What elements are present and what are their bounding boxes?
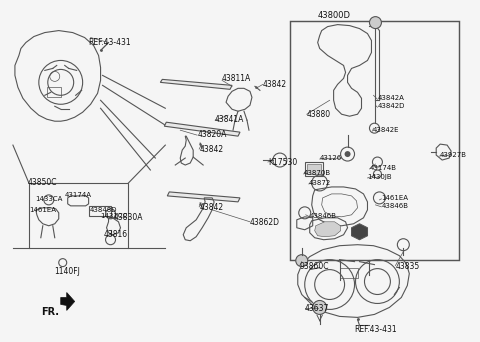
Text: 43842: 43842	[199, 145, 223, 154]
Text: 43842: 43842	[263, 80, 287, 89]
Bar	[29, 183, 129, 248]
Text: 43850C: 43850C	[28, 178, 58, 187]
Text: 43848D: 43848D	[90, 207, 117, 213]
Text: 43880: 43880	[307, 110, 331, 119]
Text: 43870B: 43870B	[304, 170, 331, 176]
Text: 1431CC: 1431CC	[101, 213, 128, 219]
Text: 43816: 43816	[104, 230, 128, 239]
Text: 43820A: 43820A	[197, 130, 227, 139]
Bar	[307, 164, 321, 174]
Text: 43862D: 43862D	[250, 218, 280, 227]
Circle shape	[312, 301, 327, 314]
Text: REF.43-431: REF.43-431	[89, 38, 131, 47]
Circle shape	[345, 151, 350, 157]
Text: 43842A: 43842A	[377, 95, 404, 101]
Text: 43841A: 43841A	[215, 115, 244, 124]
Circle shape	[370, 17, 382, 29]
Text: K17530: K17530	[268, 158, 297, 167]
Text: 43842D: 43842D	[377, 103, 405, 109]
Text: 43842: 43842	[199, 203, 223, 212]
Text: REF.43-431: REF.43-431	[355, 325, 397, 334]
Polygon shape	[61, 292, 75, 311]
Text: 43846B: 43846B	[382, 203, 408, 209]
Text: 43637: 43637	[305, 304, 329, 314]
Text: 1461EA: 1461EA	[29, 207, 56, 213]
Text: 1140FJ: 1140FJ	[54, 267, 80, 276]
Text: 43830A: 43830A	[113, 213, 143, 222]
Text: 1461EA: 1461EA	[382, 195, 408, 201]
Text: 43811A: 43811A	[222, 75, 252, 83]
Polygon shape	[315, 222, 341, 237]
Text: 43835: 43835	[396, 262, 420, 271]
Polygon shape	[351, 224, 368, 240]
Circle shape	[296, 255, 308, 267]
Text: FR.: FR.	[41, 307, 59, 317]
Text: 43126: 43126	[320, 155, 342, 161]
Bar	[89, 206, 110, 216]
Text: 43800D: 43800D	[318, 11, 351, 19]
Text: 43842E: 43842E	[372, 127, 399, 133]
Bar	[47, 87, 61, 97]
Bar	[305, 162, 323, 176]
Bar	[290, 21, 459, 260]
Polygon shape	[164, 122, 240, 136]
Text: 93860C: 93860C	[300, 262, 329, 271]
Text: 43927B: 43927B	[439, 152, 466, 158]
Bar	[339, 267, 358, 278]
Polygon shape	[160, 79, 232, 89]
Text: 1430JB: 1430JB	[368, 174, 392, 180]
Polygon shape	[168, 192, 240, 202]
Text: 43872: 43872	[309, 180, 331, 186]
Text: 43174B: 43174B	[370, 165, 396, 171]
Text: 43174A: 43174A	[65, 192, 92, 198]
Text: 1433CA: 1433CA	[35, 196, 62, 202]
Text: 43846B: 43846B	[310, 213, 336, 219]
